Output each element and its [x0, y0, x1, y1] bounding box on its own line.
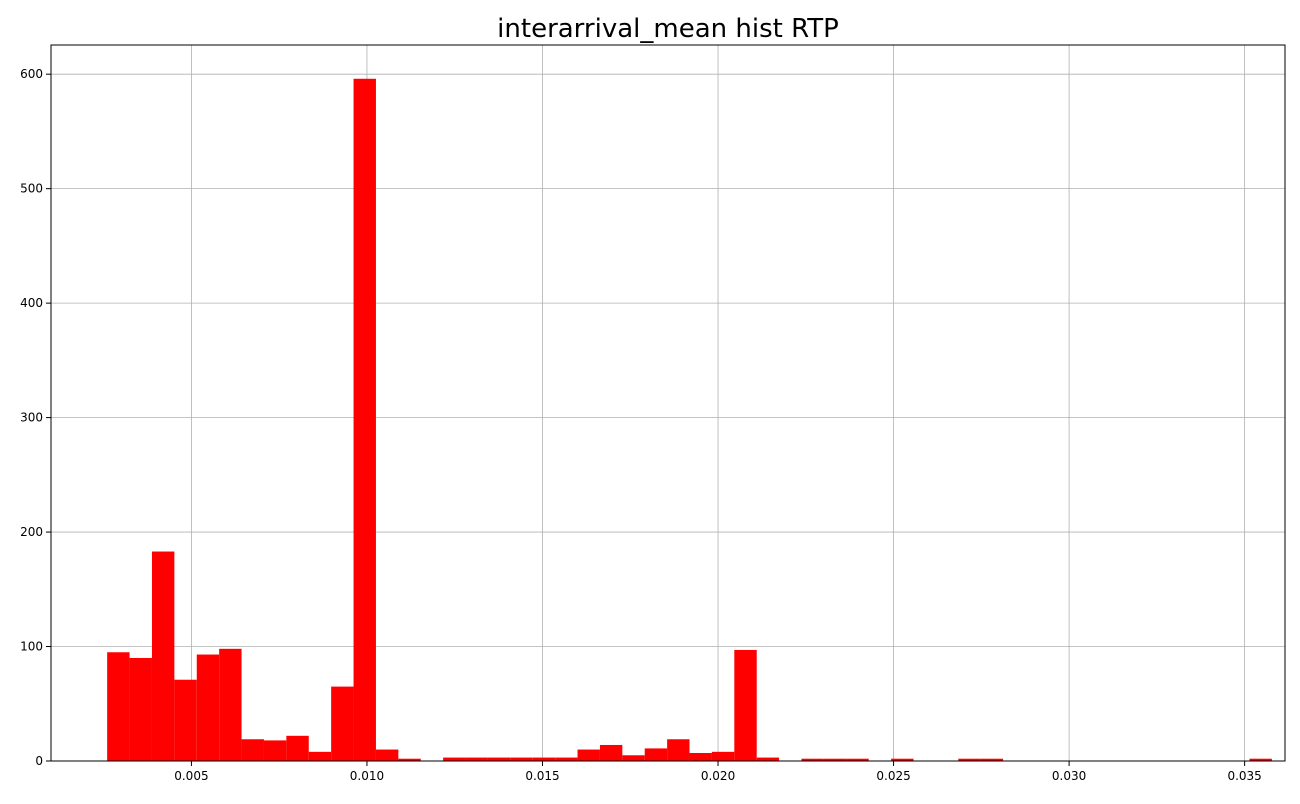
histogram-bar — [174, 679, 197, 761]
histogram-bar — [667, 739, 690, 761]
histogram-bar — [689, 752, 712, 761]
histogram-bar — [151, 551, 175, 761]
histogram-bar — [846, 758, 869, 761]
histogram-bar — [823, 758, 847, 761]
y-tick-label: 300 — [20, 411, 43, 425]
histogram-bar — [622, 755, 645, 761]
histogram-bar — [219, 648, 242, 761]
histogram-bar — [487, 757, 511, 761]
x-tick-label: 0.035 — [1227, 769, 1261, 783]
histogram-bar — [532, 757, 556, 761]
x-tick-label: 0.020 — [701, 769, 735, 783]
y-tick-label: 0 — [35, 754, 43, 768]
x-axis: 0.005 0.010 0.015 0.020 0.025 0.030 0.035 — [174, 761, 1262, 783]
x-tick-label: 0.005 — [174, 769, 208, 783]
histogram-bar — [891, 758, 914, 761]
histogram-bar — [331, 686, 354, 761]
y-axis: 0 100 200 300 400 500 600 — [20, 67, 51, 768]
y-tick-label: 600 — [20, 67, 43, 81]
histogram-bar — [375, 749, 399, 761]
grid-lines — [51, 45, 1285, 762]
plot-frame — [50, 44, 1286, 762]
histogram-bar — [577, 749, 600, 761]
x-tick-label: 0.015 — [525, 769, 559, 783]
x-tick-label: 0.030 — [1052, 769, 1086, 783]
histogram-bar — [555, 757, 578, 761]
histogram-bar — [734, 649, 757, 761]
histogram-bar — [196, 654, 220, 761]
y-tick-label: 400 — [20, 296, 43, 310]
chart-title: interarrival_mean hist RTP — [497, 14, 839, 44]
histogram-bar — [308, 751, 332, 761]
histogram-bar — [756, 757, 780, 761]
histogram-bar — [465, 757, 488, 761]
histogram-bar — [129, 657, 152, 761]
y-tick-label: 500 — [20, 182, 43, 196]
y-tick-label: 200 — [20, 525, 43, 539]
histogram-bar — [644, 748, 668, 761]
histogram-bar — [443, 757, 466, 761]
histogram-bars — [107, 78, 1272, 761]
x-tick-label: 0.025 — [876, 769, 910, 783]
histogram-bar — [980, 758, 1004, 761]
histogram-bar — [510, 757, 533, 761]
histogram-bar — [353, 78, 376, 761]
histogram-bar — [599, 744, 623, 761]
y-tick-label: 100 — [20, 640, 43, 654]
histogram-bar — [398, 758, 421, 761]
histogram-bar — [711, 751, 735, 761]
x-tick-label: 0.010 — [350, 769, 384, 783]
histogram-bar — [1249, 758, 1272, 761]
histogram-bar — [263, 740, 287, 761]
histogram-bar — [286, 735, 309, 761]
histogram-bar — [801, 758, 824, 761]
histogram-bar — [107, 652, 130, 761]
histogram-bar — [241, 739, 264, 761]
histogram-bar — [958, 758, 981, 761]
